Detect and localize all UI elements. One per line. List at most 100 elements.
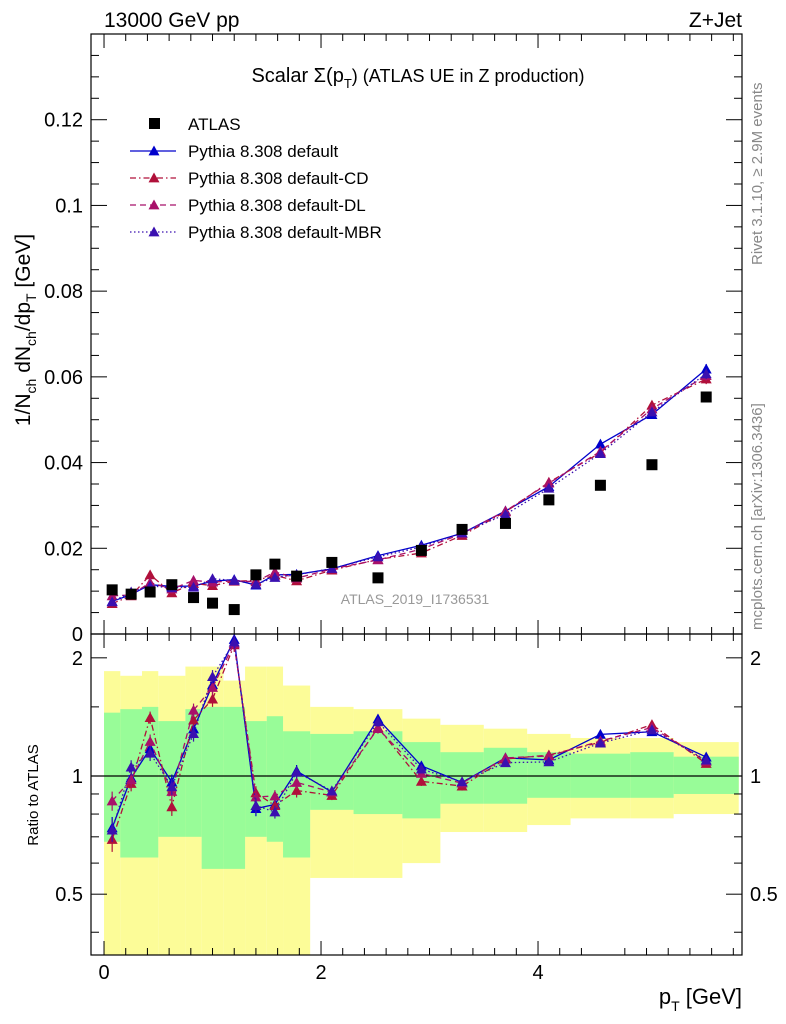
axes: 0 2 400.020.040.060.080.10.120.5 0.51 12 2	[44, 34, 778, 984]
ratio-point-dl	[372, 723, 384, 733]
main-y-tick-label: 0.08	[44, 281, 83, 303]
ratio-point-mbr	[415, 763, 427, 774]
header-left: 13000 GeV pp	[104, 9, 239, 32]
ratio-y-tick-label-right: 0.5	[750, 884, 778, 906]
inner-band-bin	[185, 709, 202, 837]
inner-band-bin	[141, 706, 159, 858]
ratio-y-tick-label-right: 1	[750, 766, 761, 788]
series-line-dl	[112, 375, 707, 597]
ratio-y-tick-label-right: 2	[750, 648, 761, 670]
ratio-panel-frame	[90, 633, 743, 956]
ratio-point-mbr	[594, 737, 606, 748]
ratio-point-mbr	[700, 754, 712, 765]
ratio-point-dl	[543, 750, 555, 761]
point-mbr	[372, 551, 384, 562]
point-mbr	[543, 482, 555, 493]
point-dl	[543, 477, 555, 488]
side-text-top: Rivet 3.1.10, ≥ 2.9M events	[749, 83, 766, 266]
ratio-point-cd	[166, 801, 178, 812]
ylabel-part-e: /dp	[12, 302, 35, 331]
x-tick-label: 2	[315, 962, 326, 984]
main-y-tick-label: 0	[72, 624, 83, 646]
plot-title: Scalar Σ(pT) (ATLAS UE in Z production)	[251, 65, 584, 91]
analysis-watermark: ATLAS_2019_I1736531	[341, 591, 490, 607]
ratio-point-mbr	[144, 747, 156, 758]
point-mbr	[228, 574, 240, 585]
ratio-y-axis-label: Ratio to ATLAS	[25, 744, 42, 845]
ratio-point-cd	[144, 712, 156, 723]
data-point-atlas	[144, 586, 156, 598]
ylabel-part-a: 1/N	[12, 393, 35, 426]
main-y-tick-label: 0.1	[55, 195, 83, 217]
data-point-atlas	[228, 604, 240, 616]
ratio-point-cd	[291, 784, 303, 795]
ratio-point-dl	[207, 681, 219, 692]
data-point-atlas	[415, 544, 427, 556]
ratio-point-mbr	[456, 776, 468, 787]
ratio-point-mbr	[269, 806, 281, 817]
inner-band-bin	[104, 712, 121, 842]
header-right: Z+Jet	[689, 9, 742, 32]
data-point-atlas	[106, 584, 118, 596]
ratio-point-dl	[269, 790, 281, 801]
ratio-point-cd	[269, 800, 281, 811]
ratio-point-mbr	[250, 800, 262, 811]
point-mbr	[700, 368, 712, 379]
point-dl	[269, 566, 281, 577]
legend-label-mbr: Pythia 8.308 default-MBR	[188, 223, 382, 242]
ratio-point-mbr	[372, 716, 384, 727]
data-point-atlas	[291, 570, 303, 582]
ratio-y-tick-label: 0.5	[55, 884, 83, 906]
xlabel-unit: [GeV]	[680, 984, 742, 1009]
main-y-tick-label: 0.02	[44, 538, 83, 560]
series-line-mbr	[111, 373, 707, 603]
inner-band-bin	[223, 706, 246, 869]
point-mbr	[106, 596, 118, 607]
main-y-tick-label: 0.06	[44, 367, 83, 389]
data-point-atlas	[269, 558, 281, 570]
ylabel-part-c: dN	[12, 346, 35, 379]
ratio-point-dl	[144, 735, 156, 746]
legend: ATLAS Pythia 8.308 default Pythia 8.308 de…	[130, 115, 382, 242]
series-line-cd	[111, 378, 707, 605]
data-point-atlas	[250, 569, 262, 581]
legend-label-dl: Pythia 8.308 default-DL	[188, 196, 366, 215]
data-point-atlas	[207, 597, 219, 609]
legend-marker-mbr	[148, 226, 160, 237]
ratio-point-mbr	[207, 671, 219, 681]
point-mbr	[646, 406, 658, 417]
main-series	[106, 363, 712, 616]
data-point-atlas	[543, 494, 555, 506]
x-tick-label: 4	[532, 962, 543, 984]
ylabel-part-b: ch	[23, 379, 39, 394]
xlabel-main: p	[659, 984, 671, 1009]
ratio-point-mbr	[646, 724, 658, 735]
data-point-atlas	[700, 391, 712, 403]
plot-title-rest: ) (ATLAS UE in Z production)	[352, 66, 585, 86]
x-tick-label: 0	[98, 962, 109, 984]
legend-label-cd: Pythia 8.308 default-CD	[188, 169, 369, 188]
point-mbr	[250, 578, 262, 589]
main-y-tick-label: 0.12	[44, 110, 83, 132]
data-point-atlas	[125, 588, 137, 600]
ratio-point-mbr	[543, 756, 555, 767]
point-dl	[188, 574, 200, 585]
ratio-point-dl	[125, 774, 137, 785]
ratio-point-cd	[207, 693, 219, 704]
point-mbr	[499, 508, 511, 519]
ratio-point-cd	[415, 775, 427, 786]
data-point-atlas	[188, 592, 200, 604]
data-point-atlas	[499, 517, 511, 529]
point-mbr	[594, 448, 606, 458]
side-text-bottom: mcplots.cern.ch [arXiv:1306.3436]	[749, 403, 766, 630]
ratio-point-dl	[106, 795, 118, 806]
legend-marker-dl	[148, 199, 160, 210]
ratio-point-mbr	[188, 728, 200, 739]
legend-marker-default	[148, 145, 160, 156]
point-mbr	[269, 571, 281, 582]
data-point-atlas	[372, 572, 384, 584]
ratio-point-mbr	[291, 766, 303, 777]
ratio-point-mbr	[125, 761, 137, 772]
point-default	[594, 438, 606, 449]
